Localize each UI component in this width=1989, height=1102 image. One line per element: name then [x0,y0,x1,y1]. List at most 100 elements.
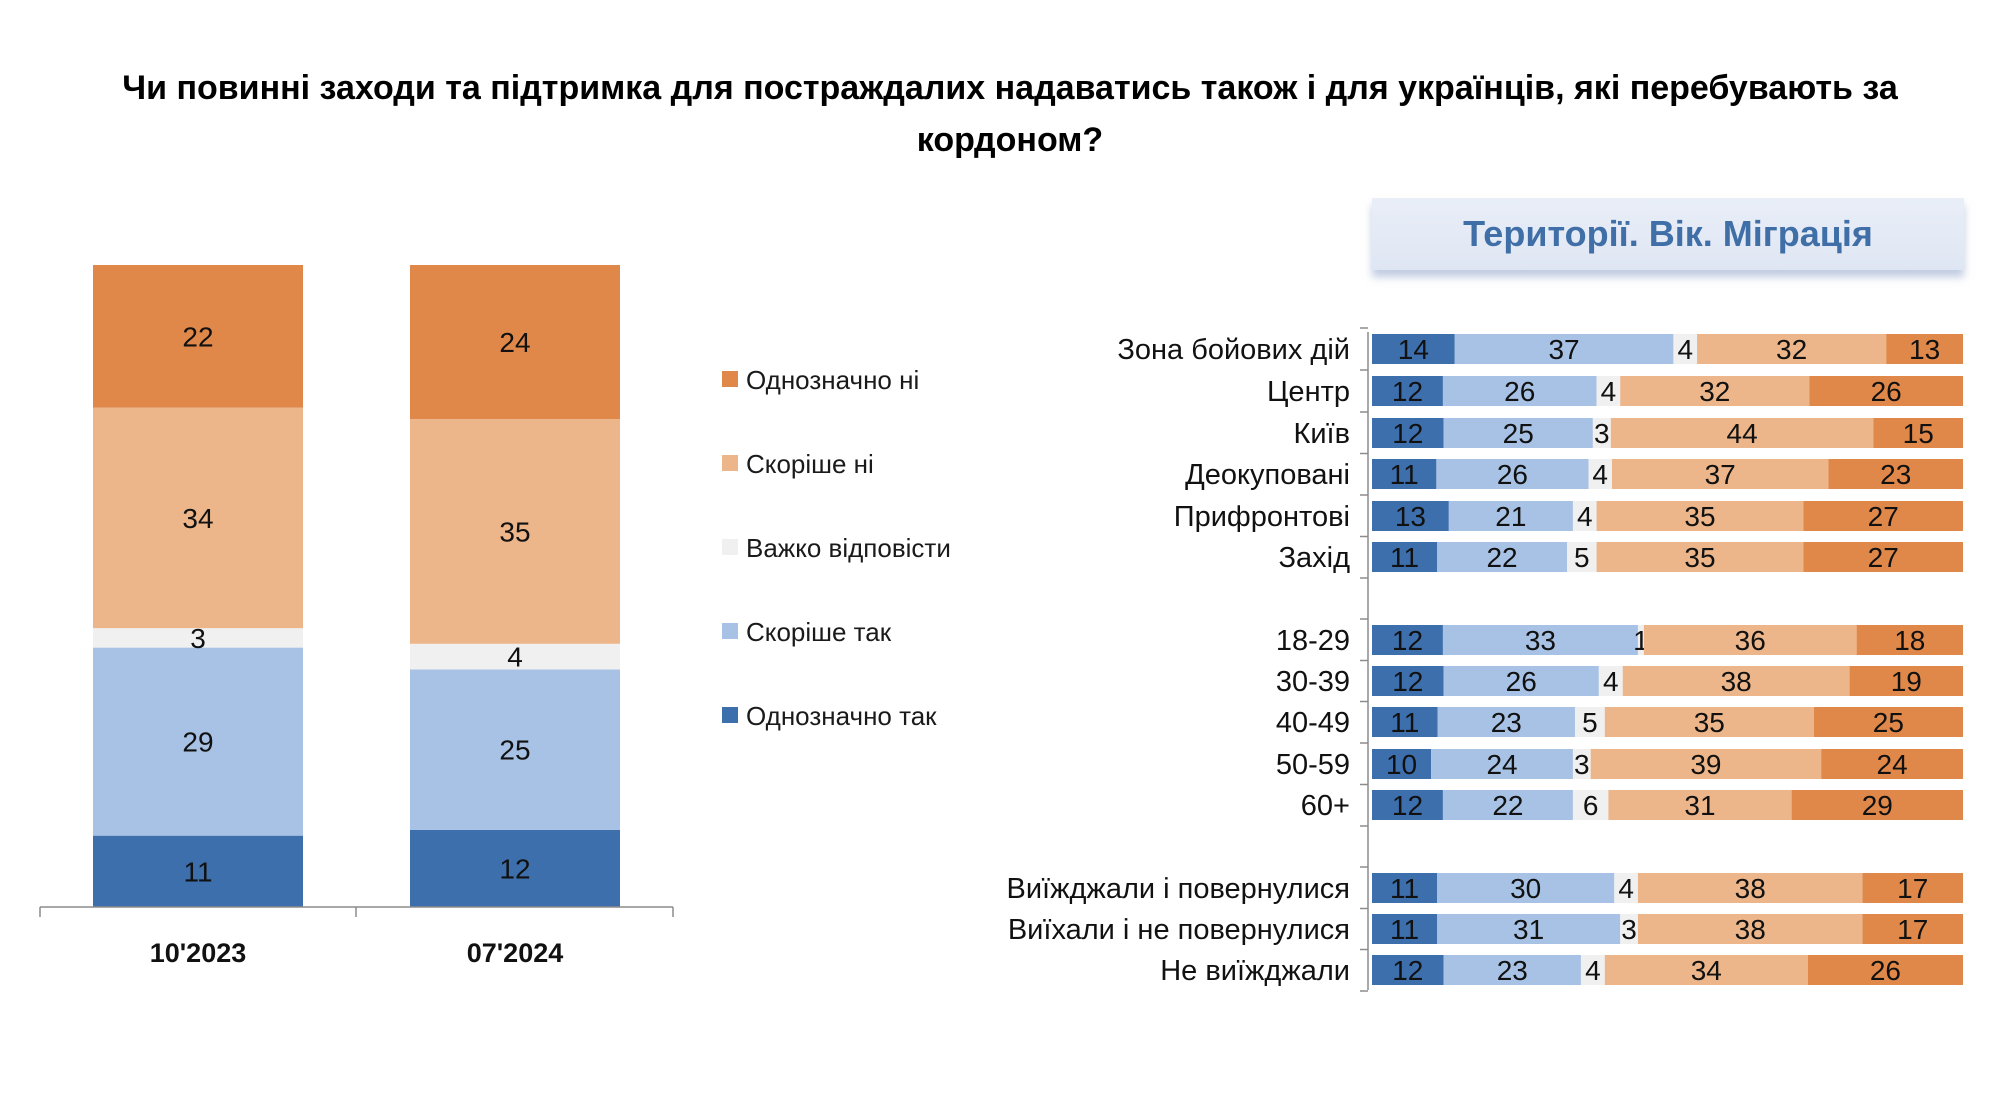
hbar-label-40-49-важко-відповісти: 5 [1582,707,1598,738]
hbar-прифронтові-скоріше-так [1448,501,1573,531]
hbar-захід-скоріше-так [1437,542,1568,572]
hbar-30-39-важко-відповісти [1598,666,1623,696]
legend-label-однозначно-ні: Однозначно ні [746,365,919,395]
hbar-label-деокуповані-скоріше-так: 26 [1497,459,1528,490]
hbar-label-захід-скоріше-ні: 35 [1684,542,1715,573]
y-tick-label-50-59: 50-59 [1276,749,1350,781]
hbar-зона-бойових-дій-однозначно-так [1372,334,1455,364]
data-label-10-2023-однозначно-ні: 22 [182,321,213,352]
hbar-40-49-важко-відповісти [1574,707,1605,737]
hbar-label-виїжджали-і-повернулися-важко-відповісти: 4 [1618,873,1634,904]
hbar-label-18-29-однозначно-ні: 18 [1894,625,1925,656]
hbar-40-49-скоріше-ні [1604,707,1814,737]
bar-10-2023-однозначно-ні [93,265,303,408]
hbar-label-захід-однозначно-ні: 27 [1868,542,1899,573]
hbar-центр-скоріше-ні [1620,376,1810,406]
bar-10-2023-важко-відповісти [93,628,303,648]
y-tick-label-київ: Київ [1293,418,1350,450]
hbar-центр-скоріше-так [1442,376,1597,406]
y-tick-label-виїхали-і-не-повернулися: Виїхали і не повернулися [1008,914,1350,946]
hbar-label-деокуповані-важко-відповісти: 4 [1592,459,1608,490]
hbar-зона-бойових-дій-скоріше-ні [1697,334,1887,364]
hbar-label-прифронтові-однозначно-ні: 27 [1868,501,1899,532]
hbar-label-виїхали-і-не-повернулися-однозначно-так: 11 [1390,914,1419,945]
data-label-10-2023-скоріше-так: 29 [182,727,213,758]
data-label-10-2023-скоріше-ні: 34 [182,503,213,534]
data-label-07-2024-однозначно-ні: 24 [499,327,530,358]
hbar-label-центр-однозначно-так: 12 [1392,376,1423,407]
legend-swatch-скоріше-так [722,623,738,639]
legend-swatch-скоріше-ні [722,455,738,471]
hbar-виїхали-і-не-повернулися-скоріше-так [1437,914,1621,944]
hbar-50-59-важко-відповісти [1572,749,1591,779]
hbar-виїжджали-і-повернулися-важко-відповісти [1614,873,1638,903]
hbar-40-49-однозначно-ні [1813,707,1963,737]
hbar-прифронтові-однозначно-ні [1803,501,1963,531]
hbar-18-29-скоріше-ні [1643,625,1857,655]
legend-swatch-однозначно-ні [722,371,738,387]
hbar-label-18-29-скоріше-ні: 36 [1735,625,1766,656]
hbar-label-центр-важко-відповісти: 4 [1601,376,1617,407]
hbar-60-скоріше-так [1442,790,1573,820]
hbar-прифронтові-скоріше-ні [1596,501,1804,531]
hbar-зона-бойових-дій-однозначно-ні [1886,334,1963,364]
data-label-10-2023-однозначно-так: 11 [183,856,212,887]
hbar-label-деокуповані-скоріше-ні: 37 [1705,459,1736,490]
hbar-label-захід-однозначно-так: 11 [1390,542,1419,573]
hbar-прифронтові-важко-відповісти [1572,501,1597,531]
hbar-label-деокуповані-однозначно-ні: 23 [1880,459,1911,490]
bar-07-2024-скоріше-так [410,669,620,830]
hbar-label-київ-однозначно-так: 12 [1392,418,1423,449]
y-tick-label-18-29: 18-29 [1276,625,1350,657]
hbar-label-центр-однозначно-ні: 26 [1871,376,1902,407]
data-label-07-2024-важко-відповісти: 4 [507,642,523,673]
hbar-деокуповані-важко-відповісти [1588,459,1612,489]
y-tick-label-не-виїжджали: Не виїжджали [1160,955,1350,987]
y-tick-label-60: 60+ [1301,790,1350,822]
hbar-50-59-скоріше-ні [1590,749,1822,779]
chart-title: Чи повинні заходи та підтримка для постр… [70,62,1950,166]
hbar-label-не-виїжджали-однозначно-ні: 26 [1870,955,1901,986]
x-tick-label-07-2024: 07'2024 [467,938,564,968]
y-tick-label-30-39: 30-39 [1276,666,1350,698]
hbar-київ-скоріше-ні [1610,418,1874,448]
hbar-деокуповані-однозначно-ні [1828,459,1963,489]
hbar-label-18-29-однозначно-так: 12 [1392,625,1423,656]
hbar-label-30-39-важко-відповісти: 4 [1603,666,1619,697]
legend-label-однозначно-так: Однозначно так [746,701,937,731]
hbar-label-30-39-однозначно-ні: 19 [1891,666,1922,697]
hbar-18-29-однозначно-ні [1856,625,1963,655]
hbar-прифронтові-однозначно-так [1372,501,1449,531]
y-tick-label-прифронтові: Прифронтові [1174,501,1350,533]
hbar-label-60-однозначно-так: 12 [1392,790,1423,821]
hbar-40-49-однозначно-так [1372,707,1438,737]
bar-07-2024-скоріше-ні [410,419,620,644]
hbar-label-зона-бойових-дій-однозначно-так: 14 [1398,334,1429,365]
hbar-label-прифронтові-важко-відповісти: 4 [1577,501,1593,532]
bar-07-2024-однозначно-так [410,829,620,907]
hbar-виїжджали-і-повернулися-однозначно-ні [1862,873,1963,903]
hbar-центр-однозначно-так [1372,376,1443,406]
hbar-деокуповані-однозначно-так [1372,459,1437,489]
bar-10-2023-однозначно-так [93,835,303,907]
hbar-label-50-59-однозначно-ні: 24 [1877,749,1908,780]
data-label-07-2024-скоріше-так: 25 [499,735,530,766]
hbar-label-зона-бойових-дій-скоріше-так: 37 [1548,334,1579,365]
bar-07-2024-важко-відповісти [410,643,620,670]
hbar-не-виїжджали-важко-відповісти [1580,955,1605,985]
hbar-label-центр-скоріше-ні: 32 [1699,376,1730,407]
hbar-label-не-виїжджали-скоріше-так: 23 [1497,955,1528,986]
bar-07-2024-однозначно-ні [410,265,620,420]
hbar-label-прифронтові-скоріше-ні: 35 [1684,501,1715,532]
hbar-label-виїжджали-і-повернулися-скоріше-так: 30 [1510,873,1541,904]
hbar-деокуповані-скоріше-ні [1611,459,1829,489]
hbar-label-50-59-важко-відповісти: 3 [1574,749,1590,780]
y-tick-label-зона-бойових-дій: Зона бойових дій [1117,334,1350,366]
hbar-label-40-49-скоріше-так: 23 [1491,707,1522,738]
hbar-label-зона-бойових-дій-важко-відповісти: 4 [1677,334,1693,365]
hbar-виїхали-і-не-повернулися-скоріше-ні [1637,914,1863,944]
hbar-label-київ-однозначно-ні: 15 [1903,418,1934,449]
hbar-label-50-59-однозначно-так: 10 [1386,749,1417,780]
data-label-07-2024-однозначно-так: 12 [499,853,530,884]
legend-swatch-однозначно-так [722,707,738,723]
